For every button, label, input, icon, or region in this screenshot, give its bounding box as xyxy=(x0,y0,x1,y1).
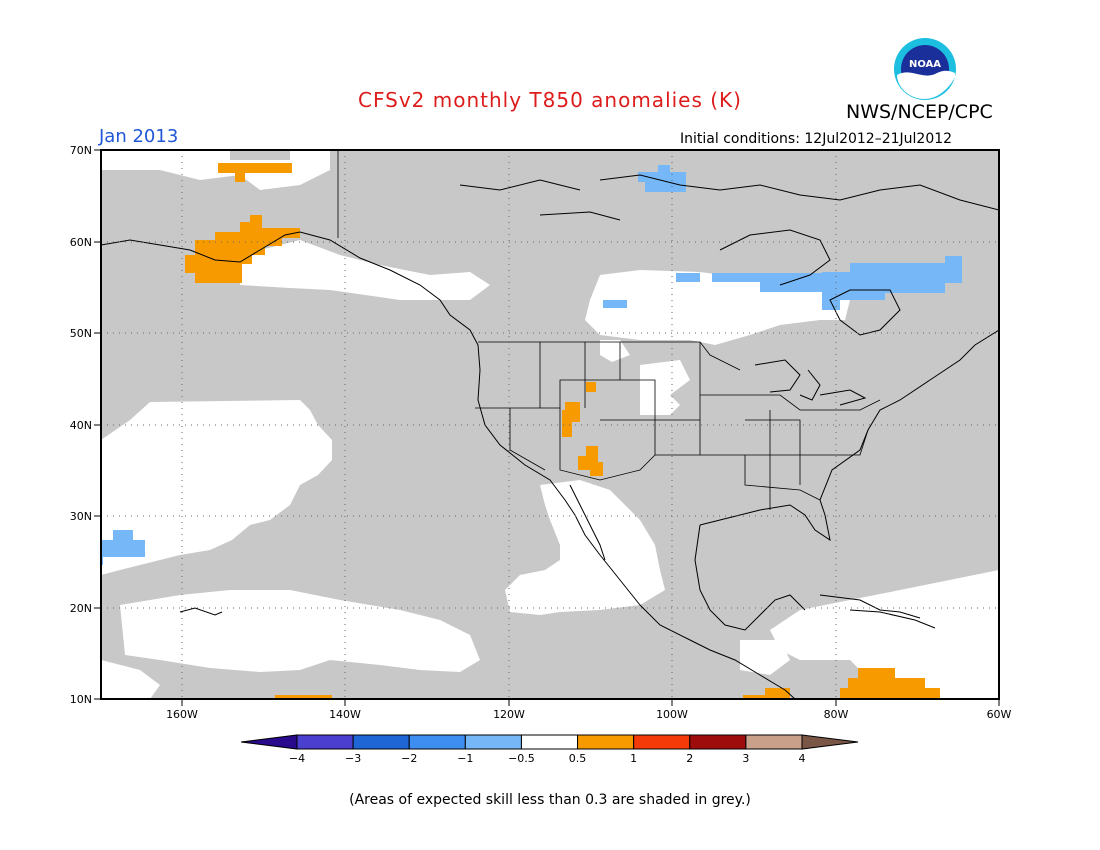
legend-swatch xyxy=(801,734,859,750)
lat-label: 60N xyxy=(70,236,92,249)
warm-patch-arctic xyxy=(218,163,292,182)
lat-label: 50N xyxy=(70,327,92,340)
legend-tick-label: 1 xyxy=(630,752,637,765)
legend-swatch xyxy=(689,734,747,750)
legend-swatch xyxy=(352,734,410,750)
lon-label: 80W xyxy=(824,708,849,721)
logo-text: NOAA xyxy=(909,59,941,70)
legend-tick-label: 0.5 xyxy=(569,752,587,765)
cool-anomaly-areas xyxy=(101,165,962,565)
lon-label: 140W xyxy=(329,708,361,721)
lon-label: 120W xyxy=(493,708,525,721)
legend-swatch xyxy=(745,734,803,750)
skill-note: (Areas of expected skill less than 0.3 a… xyxy=(349,792,751,808)
cool-patch-central-pacific xyxy=(101,530,145,565)
warm-patch-central-america xyxy=(743,688,790,699)
legend-tick-label: 4 xyxy=(799,752,806,765)
legend-swatch xyxy=(408,734,466,750)
great-lakes xyxy=(754,359,867,406)
cool-patch-british-columbia xyxy=(603,300,627,308)
legend-tick-label: 3 xyxy=(742,752,749,765)
map-field xyxy=(101,150,999,699)
warm-patch-utah-north xyxy=(586,382,596,392)
initial-conditions: Initial conditions: 12Jul2012–21Jul2012 xyxy=(680,131,953,147)
lon-label: 60W xyxy=(987,708,1012,721)
warm-patch-arizona xyxy=(578,446,603,476)
lat-label: 10N xyxy=(70,693,92,706)
longitude-labels: 160W 140W 120W 100W 80W 60W xyxy=(166,708,1011,721)
latitude-labels: 70N 60N 50N 40N 30N 20N 10N xyxy=(70,144,92,706)
color-legend: −4 −3 −2 −1 −0.5 0.5 1 2 3 4 xyxy=(240,734,859,765)
lon-label: 160W xyxy=(166,708,198,721)
legend-tick-label: 2 xyxy=(686,752,693,765)
map-title: CFSv2 monthly T850 anomalies (K) xyxy=(358,88,742,112)
forecast-period: Jan 2013 xyxy=(99,126,179,147)
noaa-logo: NOAA xyxy=(894,38,956,100)
legend-tick-label: −2 xyxy=(401,752,417,765)
warm-patch-caribbean xyxy=(840,668,940,699)
legend-tick-label: −4 xyxy=(289,752,305,765)
legend-tick-label: −3 xyxy=(345,752,361,765)
warm-patch-utah xyxy=(562,402,580,437)
near-normal-areas xyxy=(101,150,999,699)
warm-anomaly-areas xyxy=(185,163,940,699)
lat-label: 20N xyxy=(70,602,92,615)
legend-swatch xyxy=(520,734,579,750)
lon-label: 100W xyxy=(656,708,688,721)
cool-patch-hudson-bay xyxy=(676,256,962,310)
legend-swatch xyxy=(240,734,298,750)
legend-tick-label: −0.5 xyxy=(508,752,535,765)
lat-label: 30N xyxy=(70,510,92,523)
legend-swatch xyxy=(464,734,522,750)
legend-swatch xyxy=(633,734,691,750)
lat-label: 70N xyxy=(70,144,92,157)
cool-patch-arctic-archipelago xyxy=(638,165,686,192)
legend-tick-label: −1 xyxy=(457,752,473,765)
legend-swatch xyxy=(296,734,354,750)
legend-swatch xyxy=(577,734,635,750)
warm-patch-alaska xyxy=(185,215,300,283)
coastlines xyxy=(101,174,999,699)
political-borders xyxy=(337,150,881,510)
agency-label: NWS/NCEP/CPC xyxy=(846,101,993,123)
lat-label: 40N xyxy=(70,419,92,432)
axis-ticks xyxy=(94,149,1000,706)
